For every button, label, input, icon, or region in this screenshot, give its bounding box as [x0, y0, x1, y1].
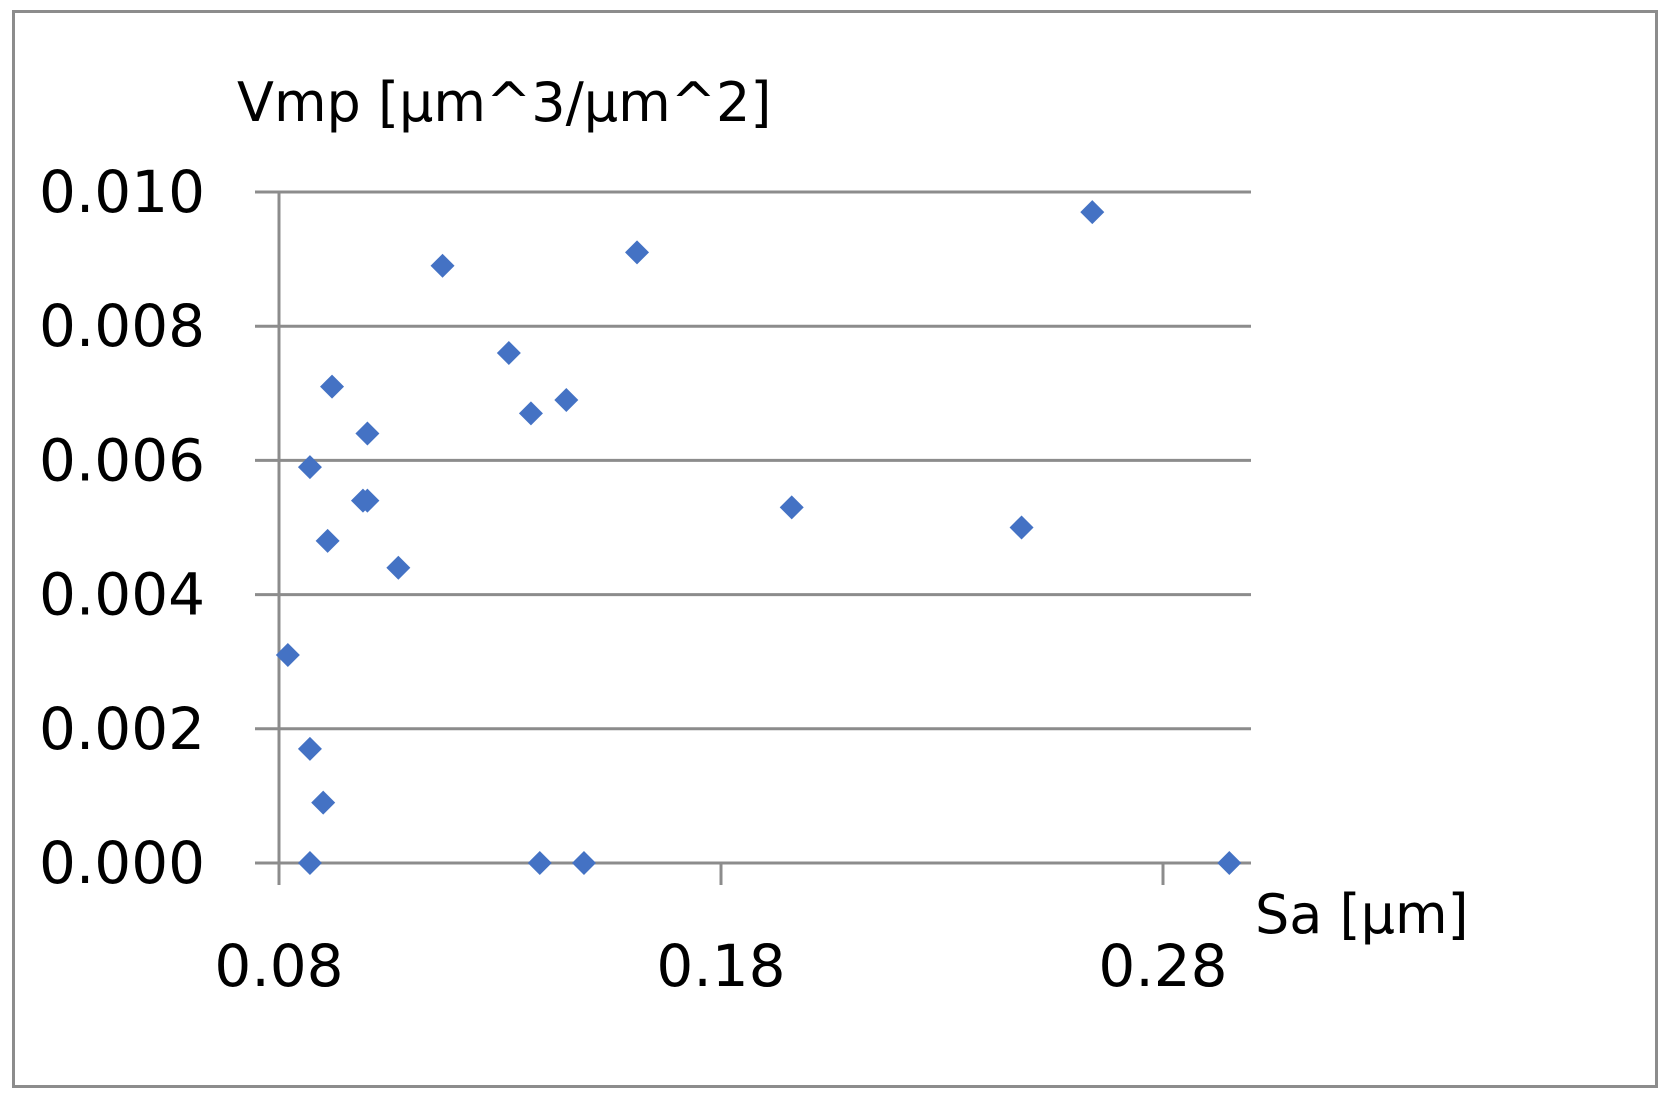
x-tick-label: 0.18 [656, 932, 785, 1000]
data-point [355, 421, 380, 446]
gridlines [255, 190, 1251, 865]
data-point [386, 555, 411, 580]
y-tick-label: 0.002 [39, 695, 205, 763]
data-point [320, 374, 345, 399]
x-tick-label: 0.28 [1098, 932, 1227, 1000]
data-point [355, 488, 380, 513]
data-point [496, 341, 521, 366]
tick-labels: 0.000 0.002 0.004 0.006 0.008 0.010 0.08 0.18 0.… [39, 158, 1228, 1000]
data-point [297, 851, 322, 875]
data-point [625, 240, 650, 265]
y-tick-label: 0.004 [39, 561, 205, 629]
data-point [554, 388, 579, 413]
y-tick-label: 0.006 [39, 426, 205, 494]
x-tick-label: 0.08 [214, 932, 343, 1000]
data-point [1080, 200, 1105, 225]
data-point [311, 790, 336, 815]
scatter-chart: 0.000 0.002 0.004 0.006 0.008 0.010 0.08 0.18 0.… [39, 71, 1469, 1000]
data-point [315, 528, 340, 553]
data-point [1009, 515, 1034, 540]
y-axis-title: Vmp [µm^3/µm^2] [237, 71, 771, 134]
data-point [297, 455, 322, 480]
y-tick-label: 0.000 [39, 829, 205, 897]
data-point [518, 401, 543, 426]
data-point [1217, 851, 1242, 875]
chart-frame: 0.000 0.002 0.004 0.006 0.008 0.010 0.08 0.18 0.… [12, 10, 1658, 1088]
data-point [275, 642, 300, 667]
x-axis-title: Sa [µm] [1255, 883, 1469, 946]
data-point [779, 495, 804, 520]
y-tick-label: 0.008 [39, 292, 205, 360]
axes [277, 192, 1165, 885]
data-points [275, 200, 1242, 875]
data-point [297, 736, 322, 761]
data-point [571, 851, 596, 875]
data-point [527, 851, 552, 875]
y-tick-label: 0.010 [39, 158, 205, 226]
data-point [430, 253, 455, 278]
